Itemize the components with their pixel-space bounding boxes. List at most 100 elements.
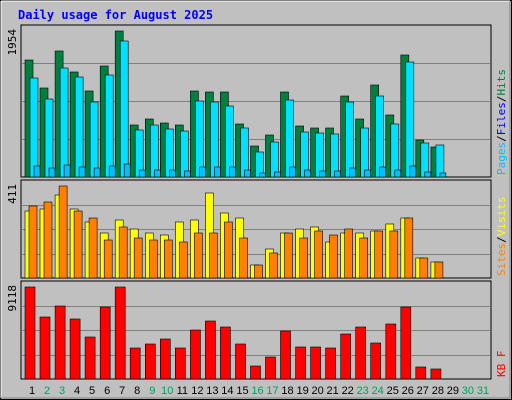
- bar-kb-f-day-26: [400, 306, 412, 380]
- bar-pages-day-28: [439, 172, 447, 178]
- bar-pages-day-12: [199, 166, 206, 178]
- bar-kb-f-day-7: [114, 286, 126, 380]
- day-label-16: 16: [251, 385, 263, 397]
- bar-kb-f-day-17: [265, 356, 276, 380]
- day-label-21: 21: [326, 385, 338, 397]
- bar-kb-f-day-16: [250, 365, 261, 380]
- bar-kb-f-day-22: [340, 333, 352, 380]
- bar-pages-day-21: [334, 170, 341, 178]
- bar-pages-day-15: [244, 169, 251, 178]
- legend-item-visits: Visits: [495, 197, 508, 237]
- bar-sites-day-1: [28, 205, 38, 279]
- bar-kb-f-day-10: [160, 338, 171, 380]
- bar-sites-day-24: [374, 230, 384, 279]
- bar-sites-day-8: [133, 237, 143, 279]
- bar-files-day-9: [150, 124, 159, 178]
- bar-sites-day-23: [359, 237, 369, 279]
- day-label-15: 15: [236, 385, 248, 397]
- bar-files-day-1: [29, 77, 39, 178]
- legend-separator: /: [495, 96, 508, 103]
- bar-kb-f-day-28: [430, 368, 442, 380]
- day-label-27: 27: [417, 385, 429, 397]
- bar-sites-day-21: [329, 234, 338, 279]
- legend-item-pages: Pages: [495, 142, 508, 175]
- bar-pages-day-3: [63, 164, 71, 178]
- day-label-22: 22: [342, 385, 354, 397]
- bar-files-day-18: [285, 99, 294, 178]
- bar-sites-day-2: [43, 201, 53, 279]
- bar-sites-day-20: [314, 230, 323, 279]
- bar-sites-day-22: [344, 228, 354, 279]
- day-label-4: 4: [74, 385, 80, 397]
- bar-pages-day-16: [259, 172, 266, 178]
- bar-kb-f-day-2: [39, 316, 51, 380]
- bar-sites-day-25: [389, 230, 399, 279]
- day-label-14: 14: [221, 385, 233, 397]
- bar-kb-f-day-21: [325, 347, 336, 380]
- bar-files-day-26: [405, 61, 415, 178]
- legend-item-kbytes: KB F: [495, 351, 508, 378]
- bar-sites-day-19: [299, 237, 308, 279]
- bar-files-day-15: [240, 127, 249, 178]
- bar-pages-day-8: [138, 169, 146, 178]
- day-label-8: 8: [134, 385, 140, 397]
- day-label-3: 3: [59, 385, 65, 397]
- bar-pages-day-18: [289, 166, 296, 178]
- y-max-label-kbytes: 9118: [6, 285, 19, 312]
- bar-kb-f-day-23: [355, 326, 367, 380]
- bar-sites-day-7: [118, 226, 128, 279]
- bar-pages-day-20: [319, 170, 326, 178]
- bar-kb-f-day-13: [205, 320, 216, 380]
- bar-kb-f-day-12: [190, 329, 201, 380]
- bar-kb-f-day-8: [129, 347, 141, 380]
- bar-kb-f-day-19: [295, 346, 306, 380]
- bar-sites-day-6: [103, 239, 113, 279]
- y-max-label-visits: 411: [6, 184, 19, 204]
- bar-pages-day-4: [78, 166, 86, 178]
- day-label-30: 30: [462, 385, 474, 397]
- day-label-7: 7: [119, 385, 125, 397]
- bar-files-day-12: [195, 100, 204, 178]
- bar-kb-f-day-20: [310, 346, 321, 380]
- bar-pages-day-14: [229, 166, 236, 178]
- legend-kbytes: KB F: [495, 351, 508, 378]
- bar-sites-day-10: [164, 239, 173, 279]
- bar-files-day-21: [330, 133, 339, 178]
- day-label-23: 23: [357, 385, 369, 397]
- bar-pages-day-25: [394, 169, 402, 178]
- bar-kb-f-day-18: [280, 330, 291, 380]
- bar-marks: [24, 30, 447, 380]
- bar-pages-day-1: [33, 165, 41, 178]
- bar-pages-day-2: [48, 167, 56, 178]
- bar-sites-day-15: [239, 237, 248, 279]
- legend-separator: /: [495, 135, 508, 142]
- day-label-17: 17: [266, 385, 278, 397]
- bar-files-day-20: [315, 132, 324, 178]
- day-label-18: 18: [281, 385, 293, 397]
- day-label-13: 13: [206, 385, 218, 397]
- day-label-28: 28: [432, 385, 444, 397]
- bar-files-day-24: [375, 95, 385, 178]
- bar-pages-day-11: [184, 170, 191, 178]
- bar-pages-day-22: [349, 167, 357, 178]
- day-label-29: 29: [447, 385, 459, 397]
- bar-sites-day-13: [209, 232, 218, 279]
- day-label-31: 31: [477, 385, 489, 397]
- day-labels: 1 2 3 4 5 6 7 8 9 10 11 12 13 14 15 16 17 18 19 20 21 22 23 24 2…: [29, 385, 489, 397]
- bar-files-day-4: [74, 76, 84, 178]
- bar-sites-day-11: [179, 241, 188, 279]
- bar-kb-f-day-9: [145, 343, 156, 380]
- y-max-labels: 1954 411 9118: [6, 29, 19, 312]
- legend-visits: Sites/Visits: [495, 197, 508, 277]
- bar-kb-f-day-1: [24, 286, 36, 380]
- bar-sites-day-17: [269, 252, 278, 279]
- bar-sites-day-26: [404, 217, 414, 279]
- bar-kb-f-day-5: [84, 336, 96, 380]
- bar-sites-day-27: [419, 257, 429, 279]
- bar-files-day-14: [225, 105, 234, 178]
- bar-files-day-13: [210, 101, 219, 178]
- day-label-11: 11: [177, 385, 188, 397]
- bar-sites-day-18: [284, 232, 293, 279]
